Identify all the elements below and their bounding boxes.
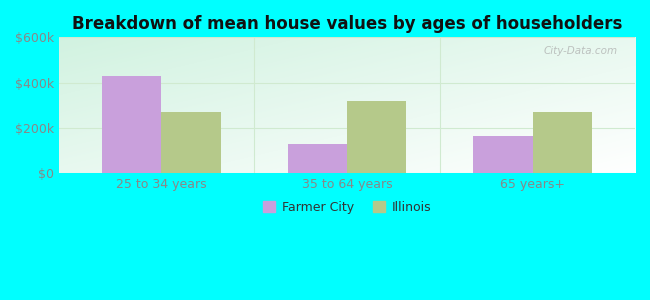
- Text: City-Data.com: City-Data.com: [543, 46, 618, 56]
- Legend: Farmer City, Illinois: Farmer City, Illinois: [258, 196, 436, 219]
- Title: Breakdown of mean house values by ages of householders: Breakdown of mean house values by ages o…: [72, 15, 622, 33]
- Bar: [473, 136, 533, 173]
- Bar: [347, 101, 406, 173]
- Bar: [161, 112, 220, 173]
- Bar: [287, 144, 347, 173]
- Bar: [101, 76, 161, 173]
- Bar: [533, 112, 592, 173]
